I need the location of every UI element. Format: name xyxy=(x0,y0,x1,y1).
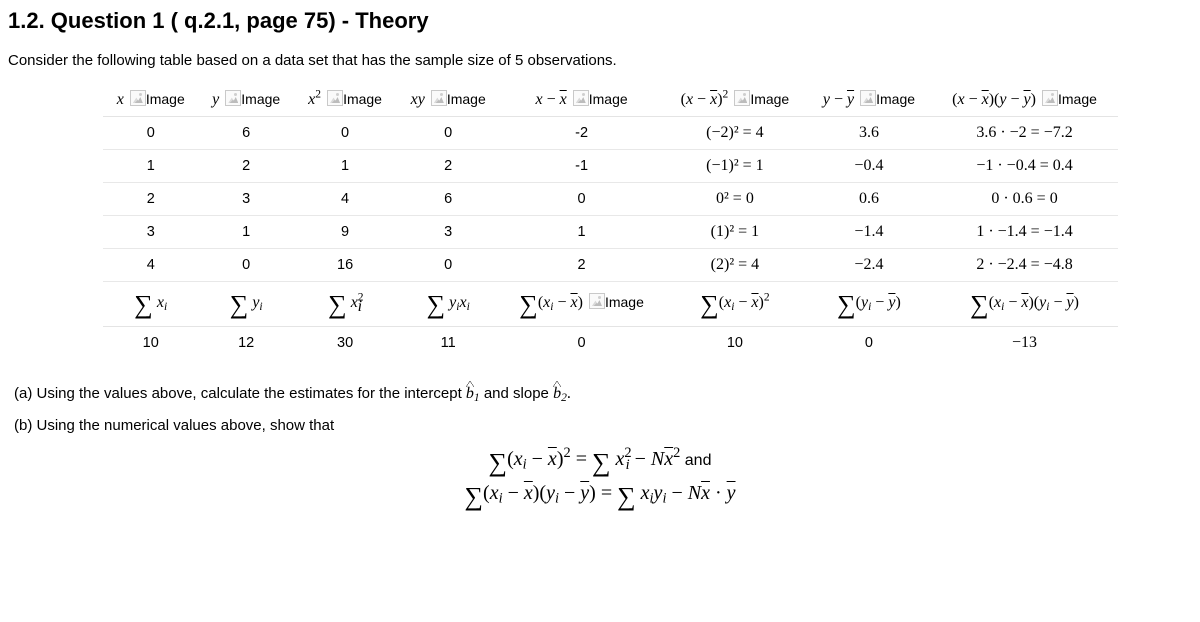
cell: 4 xyxy=(294,183,396,216)
cell: 3 xyxy=(103,216,198,249)
sum-xmx2: ∑(xi − x)2 xyxy=(663,282,807,327)
cell: 0 xyxy=(500,183,663,216)
image-icon xyxy=(573,90,589,106)
sum-prod: ∑(xi − x)(yi − y) xyxy=(931,282,1118,327)
equation-1: ∑(xi − x)2 = ∑ x2i − Nx2 and xyxy=(8,448,1192,476)
sum-xsq: ∑ x2i xyxy=(294,282,396,327)
cell: 0 xyxy=(396,117,500,150)
cell: 0.6 xyxy=(807,183,931,216)
image-icon xyxy=(431,90,447,106)
table-row: 2 3 4 6 0 0² = 0 0.6 0 · 0.6 = 0 xyxy=(103,183,1118,216)
cell: 0 xyxy=(103,117,198,150)
cell: 10 xyxy=(103,327,198,362)
cell: 10 xyxy=(663,327,807,362)
cell: 1 · −1.4 = −1.4 xyxy=(931,216,1118,249)
image-icon xyxy=(860,90,876,106)
cell: 0 xyxy=(807,327,931,362)
cell: 9 xyxy=(294,216,396,249)
intro-text: Consider the following table based on a … xyxy=(8,52,1192,69)
col-y: y Image xyxy=(198,83,293,117)
cell: 16 xyxy=(294,249,396,282)
image-icon xyxy=(589,293,605,309)
image-icon xyxy=(734,90,750,106)
cell: -1 xyxy=(500,150,663,183)
data-table: x Image y Image x2 Image xy Image x − x … xyxy=(103,83,1118,361)
sum-xmx: ∑(xi − x) Image xyxy=(500,282,663,327)
cell: −2.4 xyxy=(807,249,931,282)
col-xminusxbar-sq: (x − x)2 Image xyxy=(663,83,807,117)
cell: 4 xyxy=(103,249,198,282)
cell: 1 xyxy=(198,216,293,249)
cell: 2 xyxy=(198,150,293,183)
equation-2: ∑(xi − x)(yi − y) = ∑ xiyi − Nx · y xyxy=(8,482,1192,510)
sum-ymy: ∑(yi − y) xyxy=(807,282,931,327)
cell: 0 xyxy=(396,249,500,282)
col-product: (x − x)(y − y) Image xyxy=(931,83,1118,117)
image-icon xyxy=(225,90,241,106)
cell: 0 · 0.6 = 0 xyxy=(931,183,1118,216)
equation-block: ∑(xi − x)2 = ∑ x2i − Nx2 and ∑(xi − x)(y… xyxy=(8,448,1192,510)
table-row: 0 6 0 0 -2 (−2)² = 4 3.6 3.6 · −2 = −7.2 xyxy=(103,117,1118,150)
table-row: 1 2 1 2 -1 (−1)² = 1 −0.4 −1 · −0.4 = 0.… xyxy=(103,150,1118,183)
cell: 3 xyxy=(396,216,500,249)
cell: 6 xyxy=(396,183,500,216)
sum-x: ∑ xi xyxy=(103,282,198,327)
cell: 2 xyxy=(396,150,500,183)
image-icon xyxy=(1042,90,1058,106)
image-icon xyxy=(327,90,343,106)
sum-value-row: 10 12 30 11 0 10 0 −13 xyxy=(103,327,1118,362)
col-xminusxbar: x − x Image xyxy=(500,83,663,117)
cell: (2)² = 4 xyxy=(663,249,807,282)
table-row: 3 1 9 3 1 (1)² = 1 −1.4 1 · −1.4 = −1.4 xyxy=(103,216,1118,249)
image-icon xyxy=(130,90,146,106)
section-heading: 1.2. Question 1 ( q.2.1, page 75) - Theo… xyxy=(8,8,1192,34)
cell: 0² = 0 xyxy=(663,183,807,216)
sum-expr-row: ∑ xi ∑ yi ∑ x2i ∑ yixi ∑(xi − x) Image ∑… xyxy=(103,282,1118,327)
cell: 1 xyxy=(294,150,396,183)
col-yminusybar: y − y Image xyxy=(807,83,931,117)
cell: 11 xyxy=(396,327,500,362)
cell: 1 xyxy=(103,150,198,183)
cell: 2 xyxy=(500,249,663,282)
cell: −1 · −0.4 = 0.4 xyxy=(931,150,1118,183)
col-xsq: x2 Image xyxy=(294,83,396,117)
table-row: 4 0 16 0 2 (2)² = 4 −2.4 2 · −2.4 = −4.8 xyxy=(103,249,1118,282)
cell: (−2)² = 4 xyxy=(663,117,807,150)
cell: 30 xyxy=(294,327,396,362)
cell: 3 xyxy=(198,183,293,216)
cell: 12 xyxy=(198,327,293,362)
cell: 0 xyxy=(500,327,663,362)
cell: 2 xyxy=(103,183,198,216)
cell: −13 xyxy=(931,327,1118,362)
cell: 3.6 xyxy=(807,117,931,150)
part-b: (b) Using the numerical values above, sh… xyxy=(14,417,1192,434)
cell: 2 · −2.4 = −4.8 xyxy=(931,249,1118,282)
sum-y: ∑ yi xyxy=(198,282,293,327)
cell: (−1)² = 1 xyxy=(663,150,807,183)
cell: (1)² = 1 xyxy=(663,216,807,249)
cell: 1 xyxy=(500,216,663,249)
cell: -2 xyxy=(500,117,663,150)
cell: 0 xyxy=(294,117,396,150)
cell: 3.6 · −2 = −7.2 xyxy=(931,117,1118,150)
cell: 6 xyxy=(198,117,293,150)
cell: −1.4 xyxy=(807,216,931,249)
cell: −0.4 xyxy=(807,150,931,183)
col-x: x Image xyxy=(103,83,198,117)
sum-xy: ∑ yixi xyxy=(396,282,500,327)
part-a: (a) Using the values above, calculate th… xyxy=(14,385,1192,403)
cell: 0 xyxy=(198,249,293,282)
col-xy: xy Image xyxy=(396,83,500,117)
